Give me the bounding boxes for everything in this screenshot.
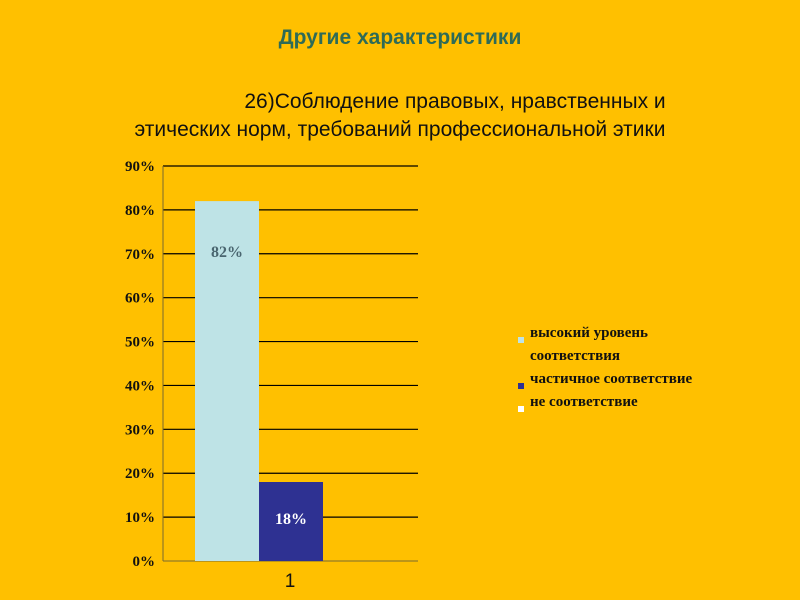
y-tick-label: 90% <box>125 159 155 175</box>
y-tick-label: 30% <box>125 422 155 438</box>
bar-1 <box>195 201 259 561</box>
y-tick-label: 40% <box>125 378 155 394</box>
y-tick-label: 50% <box>125 335 155 351</box>
y-tick-label: 60% <box>125 291 155 307</box>
legend-swatch-none <box>518 406 524 412</box>
page-heading: Другие характеристики <box>278 26 522 49</box>
legend-swatch-partial <box>518 383 524 389</box>
legend-swatch-high <box>518 337 524 343</box>
data-label: 82% <box>211 244 243 261</box>
y-tick-label: 10% <box>125 510 155 526</box>
legend-item-none: не соответствие <box>516 391 706 414</box>
chart-subtitle: 26)Соблюдение правовых, нравственных и э… <box>40 88 760 144</box>
y-tick-label: 20% <box>125 466 155 482</box>
y-tick-label: 80% <box>125 203 155 219</box>
chart-legend: высокий уровень соответствия частичное с… <box>516 322 706 414</box>
data-label: 18% <box>275 511 307 528</box>
y-tick-label: 0% <box>133 554 156 570</box>
subtitle-line-2: этических норм, требований профессиональ… <box>134 118 666 141</box>
legend-label-none: не соответствие <box>530 394 638 410</box>
legend-item-partial: частичное соответствие <box>516 368 706 391</box>
legend-item-high: высокий уровень соответствия <box>516 322 706 368</box>
y-tick-label: 70% <box>125 247 155 263</box>
x-tick-label: 1 <box>285 571 296 592</box>
bar-2 <box>259 482 323 561</box>
subtitle-line-1: 26)Соблюдение правовых, нравственных и <box>244 90 666 113</box>
legend-label-high: высокий уровень соответствия <box>530 325 648 364</box>
legend-label-partial: частичное соответствие <box>530 371 693 387</box>
